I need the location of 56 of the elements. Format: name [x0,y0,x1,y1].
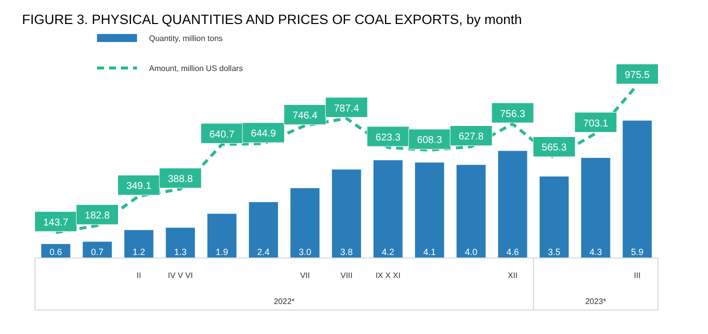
bar [456,164,486,258]
data-label: 644.9 [250,128,276,140]
data-label: 3.8 [340,247,353,257]
legend-label: Amount, million US dollars [149,64,243,73]
data-label: 608.3 [417,135,443,146]
x-tick-label: III [634,271,641,280]
data-label: 1.3 [174,247,187,257]
data-label: 565.3 [542,142,568,154]
bar [373,160,403,258]
data-label: 1.2 [132,247,146,257]
data-label: 623.3 [376,132,401,144]
x-tick-label: XII [508,271,518,280]
x-tick-label: IX X XI [376,271,400,280]
data-label: 182.8 [84,210,110,222]
bar [166,228,195,258]
data-label: 3.5 [548,247,560,257]
data-label: 4.2 [382,247,394,257]
data-label: 0.6 [50,247,62,257]
data-label: 787.4 [334,103,360,114]
data-label: 4.0 [464,247,478,257]
bar [581,158,610,258]
legend-label: Quantity, million tons [149,34,223,43]
data-label: 703.1 [583,118,609,130]
chart-title: FIGURE 3. PHYSICAL QUANTITIES AND PRICES OF COAL EXPORTS, by month [22,12,522,27]
bar [415,162,444,258]
bar [540,176,569,258]
data-label: 0.7 [91,247,104,257]
bar [290,188,320,258]
data-label: 3.0 [298,247,312,257]
x-tick-label: VII [300,271,310,280]
data-label: 756.3 [500,108,526,120]
data-label: 627.8 [458,132,484,143]
bar [332,170,362,258]
data-label: 5.9 [630,247,644,257]
data-label: 640.7 [209,129,235,140]
data-label: 746.4 [292,110,318,122]
bar [82,242,112,258]
x-tick-label: VIII [340,271,353,280]
data-label: 975.5 [624,70,650,81]
data-label: 4.3 [589,247,602,257]
data-label: 4.6 [506,247,519,257]
data-label: 2.4 [257,247,270,257]
bar [124,230,154,258]
bar [498,150,528,258]
data-label: 4.1 [423,247,436,257]
data-label: 349.1 [126,181,152,192]
data-label: 1.9 [216,247,228,257]
x-tick-label: IV V VI [168,271,193,280]
bar [207,214,236,258]
data-label: 143.7 [43,218,69,229]
text: 2022* [274,297,295,306]
bar [248,202,278,258]
data-label: 388.8 [168,174,194,186]
x-tick-label: II [136,271,142,280]
text: 2023* [585,297,606,306]
bar [622,120,652,258]
